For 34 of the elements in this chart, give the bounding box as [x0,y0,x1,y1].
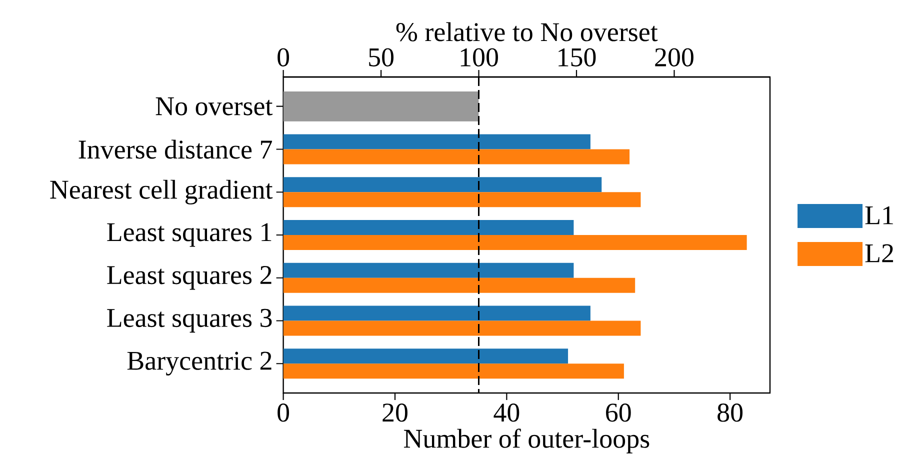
bar [283,320,641,336]
bar [283,306,590,321]
x2-tick-label: 150 [558,48,596,66]
bar [283,262,574,278]
bar [283,220,574,235]
bar [283,364,624,379]
x2-tick-label: 200 [655,48,694,66]
bar [283,177,602,192]
bar [283,91,479,122]
x-axis-title: Number of outer-loops [404,428,650,454]
y-tick-label: No overset [156,97,273,116]
x-tick-label: 20 [382,404,408,422]
y-tick-label: Least squares 2 [107,266,272,290]
x2-tick-label: 0 [278,48,290,66]
bar [283,134,590,150]
bar [283,234,747,250]
x2-tick-label: 50 [369,48,394,66]
bar [283,149,630,164]
x-tick-label: 80 [718,404,743,422]
y-tick-label: Nearest cell gradient [50,180,273,204]
x-tick-label: 0 [278,404,290,422]
y-tick-label: Inverse distance 7 [78,140,272,159]
x2-axis-title: % relative to No overset [396,22,658,42]
y-tick-label: Least squares 1 [107,223,272,247]
x-tick-label: 60 [606,404,631,422]
y-tick-label: Least squares 3 [107,308,272,333]
x-tick-label: 40 [494,404,520,422]
bar [283,278,636,293]
y-tick-label: Barycentric 2 [127,352,272,376]
x2-tick-label: 100 [460,48,498,66]
bar [283,348,568,364]
legend-label: L2 [865,244,894,262]
legend-label: L1 [865,206,893,224]
bar [283,192,641,208]
